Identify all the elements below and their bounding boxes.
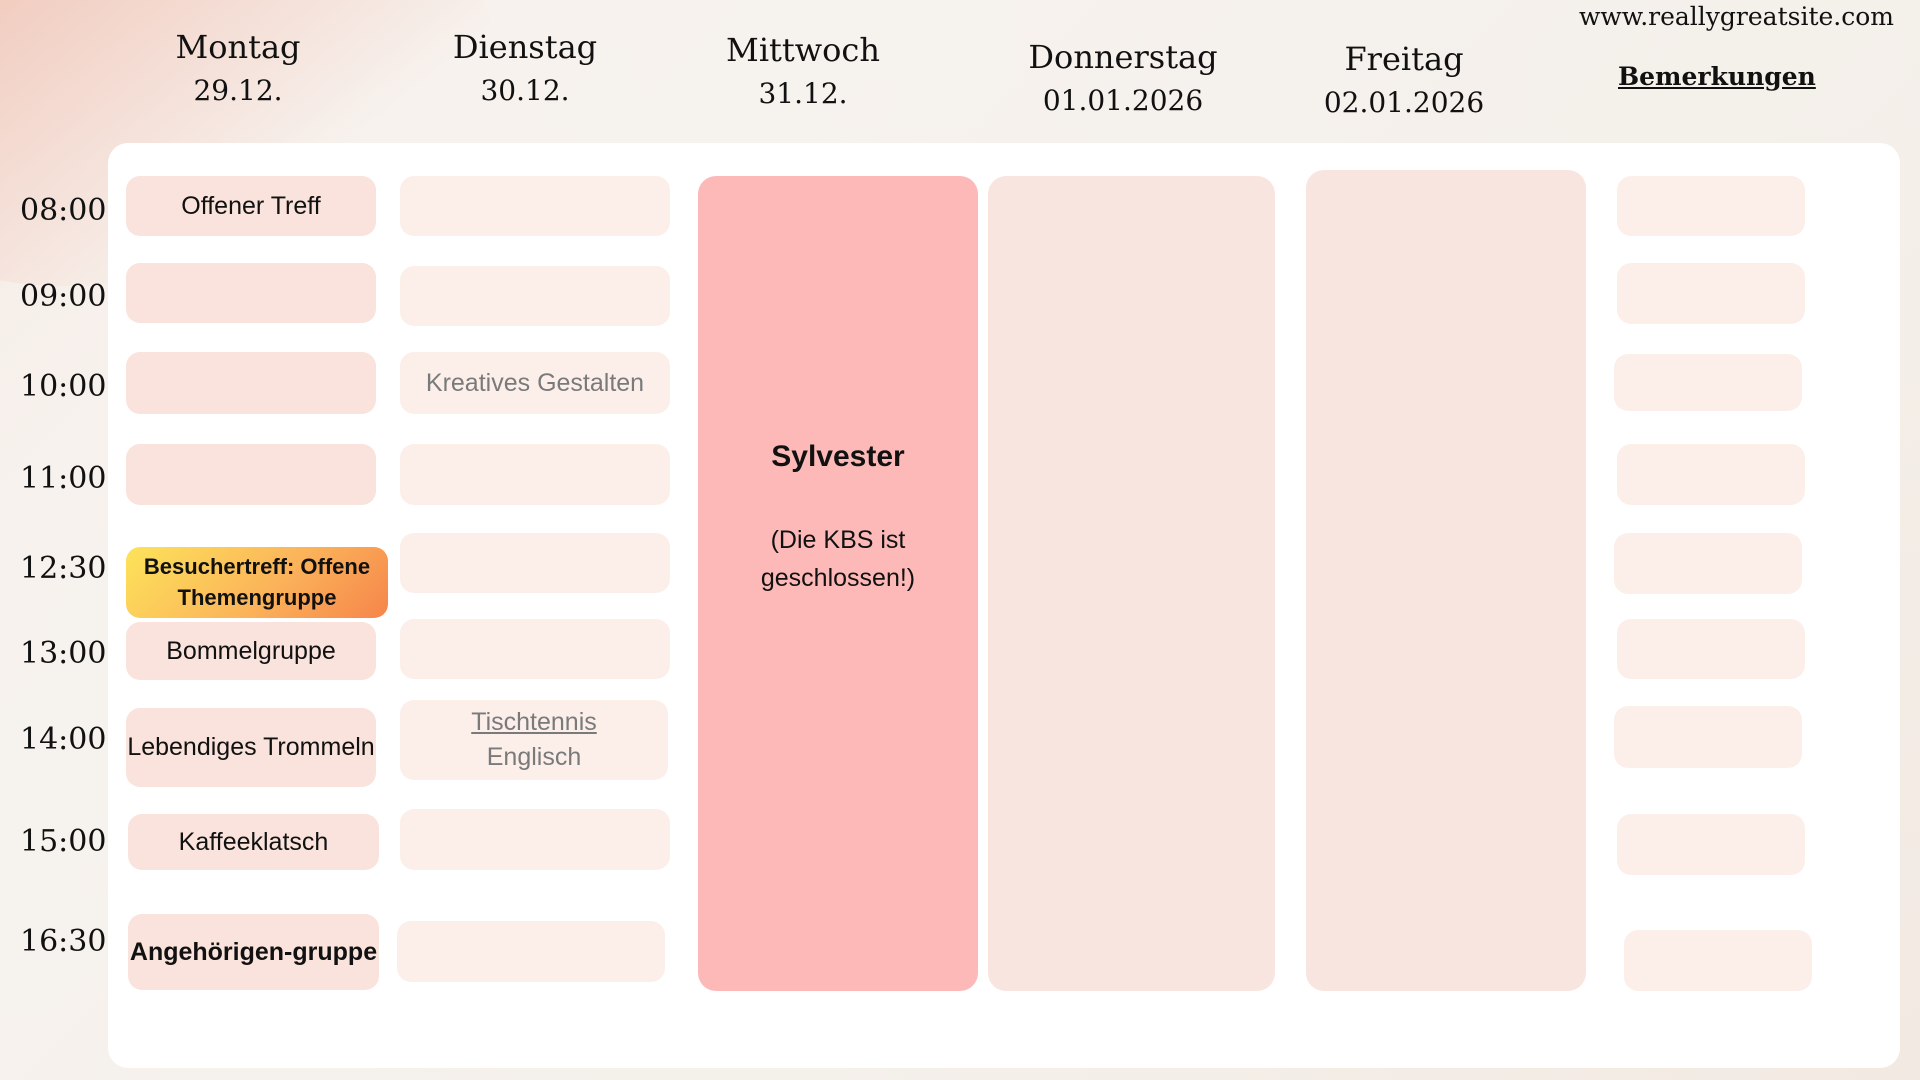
time-label: 14:00 xyxy=(20,722,107,757)
thursday-column[interactable] xyxy=(988,176,1275,991)
time-label: 11:00 xyxy=(20,461,107,496)
time-label: 16:30 xyxy=(20,924,107,959)
friday-column[interactable] xyxy=(1306,170,1586,991)
remarks-slot-0900[interactable] xyxy=(1617,263,1805,324)
closed-note: (Die KBS ist geschlossen!) xyxy=(760,526,916,592)
tuesday-slot-1230[interactable] xyxy=(400,533,670,593)
website-url[interactable]: www.reallygreatsite.com xyxy=(1578,2,1894,31)
time-label: 12:30 xyxy=(20,551,107,586)
remarks-header[interactable]: Bemerkungen xyxy=(1618,62,1816,91)
monday-slot-1230-highlight[interactable]: Besuchertreff: Offene Themengruppe xyxy=(126,547,388,618)
day-name: Freitag xyxy=(1344,40,1464,78)
tischtennis-link[interactable]: Tischtennis xyxy=(471,708,597,736)
wednesday-closed-block[interactable]: Sylvester (Die KBS ist geschlossen!) xyxy=(698,176,978,991)
monday-slot-1100[interactable] xyxy=(126,444,376,505)
tuesday-slot-1100[interactable] xyxy=(400,444,670,505)
day-date: 30.12. xyxy=(480,74,570,108)
remarks-slot-1500[interactable] xyxy=(1617,814,1805,875)
remarks-slot-0800[interactable] xyxy=(1617,176,1805,236)
day-name: Mittwoch xyxy=(726,31,880,69)
tuesday-slot-1500[interactable] xyxy=(400,809,670,870)
tuesday-slot-1400[interactable]: Tischtennis Englisch xyxy=(400,700,668,780)
day-name: Montag xyxy=(175,28,301,66)
day-date: 31.12. xyxy=(758,77,848,111)
day-header-monday: Montag 29.12. xyxy=(108,28,368,108)
remarks-slot-1100[interactable] xyxy=(1617,444,1805,505)
day-date: 29.12. xyxy=(193,74,283,108)
time-label: 15:00 xyxy=(20,824,107,859)
tuesday-slot-0900[interactable] xyxy=(400,266,670,326)
tuesday-slot-1000[interactable]: Kreatives Gestalten xyxy=(400,352,670,414)
englisch-label: Englisch xyxy=(486,743,582,771)
day-name: Dienstag xyxy=(452,28,598,66)
monday-slot-1400[interactable]: Lebendiges Trommeln xyxy=(126,708,376,787)
remarks-slot-1000[interactable] xyxy=(1614,354,1802,411)
day-header-thursday: Donnerstag 01.01.2026 xyxy=(993,38,1253,118)
remarks-slot-1400[interactable] xyxy=(1614,706,1802,768)
time-label: 10:00 xyxy=(20,369,107,404)
monday-slot-0900[interactable] xyxy=(126,263,376,323)
remarks-slot-1630[interactable] xyxy=(1624,930,1812,991)
monday-slot-1300[interactable]: Bommelgruppe xyxy=(126,622,376,680)
day-date: 01.01.2026 xyxy=(1042,84,1204,118)
time-label: 09:00 xyxy=(20,279,107,314)
time-label: 08:00 xyxy=(20,193,107,228)
time-label: 13:00 xyxy=(20,636,107,671)
day-header-tuesday: Dienstag 30.12. xyxy=(395,28,655,108)
remarks-slot-1300[interactable] xyxy=(1617,619,1805,679)
day-name: Donnerstag xyxy=(1028,38,1218,76)
day-header-wednesday: Mittwoch 31.12. xyxy=(673,31,933,111)
tuesday-slot-0800[interactable] xyxy=(400,176,670,236)
day-header-friday: Freitag 02.01.2026 xyxy=(1274,40,1534,120)
monday-slot-0800[interactable]: Offener Treff xyxy=(126,176,376,236)
day-date: 02.01.2026 xyxy=(1323,86,1485,120)
remarks-slot-1230[interactable] xyxy=(1614,533,1802,594)
monday-slot-1000[interactable] xyxy=(126,352,376,414)
monday-slot-1500[interactable]: Kaffeeklatsch xyxy=(128,814,379,870)
tuesday-slot-1300[interactable] xyxy=(400,619,670,679)
closed-title: Sylvester xyxy=(771,440,905,473)
monday-slot-1630[interactable]: Angehörigen-gruppe xyxy=(128,914,379,990)
tuesday-slot-1630[interactable] xyxy=(397,921,665,982)
